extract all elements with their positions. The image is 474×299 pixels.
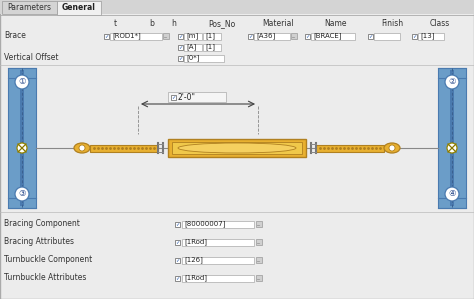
Text: ②: ② <box>448 77 456 86</box>
Text: [1]: [1] <box>205 33 215 39</box>
FancyBboxPatch shape <box>175 257 180 263</box>
FancyBboxPatch shape <box>256 221 262 227</box>
Text: [80000007]: [80000007] <box>184 221 226 227</box>
FancyBboxPatch shape <box>178 56 183 60</box>
Text: Vertical Offset: Vertical Offset <box>4 54 58 62</box>
Ellipse shape <box>384 143 400 153</box>
FancyBboxPatch shape <box>256 275 262 281</box>
Text: [13]: [13] <box>420 33 435 39</box>
FancyBboxPatch shape <box>178 33 183 39</box>
Text: ...: ... <box>257 257 261 263</box>
Text: Finish: Finish <box>381 19 403 28</box>
Text: Parameters: Parameters <box>7 4 51 13</box>
Text: [1Rod]: [1Rod] <box>184 239 207 245</box>
FancyBboxPatch shape <box>2 1 57 14</box>
FancyBboxPatch shape <box>110 33 162 39</box>
Text: t: t <box>113 19 117 28</box>
Text: h: h <box>172 19 176 28</box>
FancyBboxPatch shape <box>8 68 36 208</box>
FancyBboxPatch shape <box>256 239 262 245</box>
FancyBboxPatch shape <box>182 274 254 281</box>
Text: ✓: ✓ <box>178 56 182 60</box>
FancyBboxPatch shape <box>368 33 373 39</box>
FancyBboxPatch shape <box>20 70 24 206</box>
Text: ✓: ✓ <box>175 222 180 227</box>
FancyBboxPatch shape <box>203 33 221 39</box>
FancyBboxPatch shape <box>248 33 253 39</box>
Circle shape <box>17 143 27 153</box>
FancyBboxPatch shape <box>168 139 306 157</box>
Text: ...: ... <box>292 33 296 39</box>
Text: [ROD1*]: [ROD1*] <box>112 33 141 39</box>
Text: ✓: ✓ <box>175 275 180 280</box>
Text: [0*]: [0*] <box>186 55 200 61</box>
Text: [126]: [126] <box>184 257 203 263</box>
FancyBboxPatch shape <box>171 94 176 100</box>
FancyBboxPatch shape <box>178 45 183 50</box>
Text: [1Rod]: [1Rod] <box>184 274 207 281</box>
FancyBboxPatch shape <box>184 33 202 39</box>
FancyBboxPatch shape <box>57 1 101 15</box>
FancyBboxPatch shape <box>184 54 224 62</box>
Text: ✓: ✓ <box>248 33 253 39</box>
FancyBboxPatch shape <box>184 43 202 51</box>
FancyBboxPatch shape <box>316 144 384 152</box>
Text: [BRACE]: [BRACE] <box>313 33 341 39</box>
Circle shape <box>15 75 29 89</box>
FancyBboxPatch shape <box>418 33 444 39</box>
Circle shape <box>447 143 457 153</box>
FancyBboxPatch shape <box>175 275 180 280</box>
Text: ✓: ✓ <box>171 94 176 100</box>
Text: ✓: ✓ <box>305 33 310 39</box>
FancyBboxPatch shape <box>182 239 254 245</box>
FancyBboxPatch shape <box>311 33 355 39</box>
FancyBboxPatch shape <box>254 33 290 39</box>
Text: [A36]: [A36] <box>256 33 275 39</box>
Text: Bracing Component: Bracing Component <box>4 219 80 228</box>
FancyBboxPatch shape <box>175 239 180 245</box>
Text: Class: Class <box>430 19 450 28</box>
FancyBboxPatch shape <box>104 33 109 39</box>
FancyBboxPatch shape <box>412 33 417 39</box>
Circle shape <box>15 187 29 201</box>
Circle shape <box>389 145 395 151</box>
Text: Turnbuckle Component: Turnbuckle Component <box>4 256 92 265</box>
Circle shape <box>79 145 85 151</box>
Text: ✓: ✓ <box>368 33 373 39</box>
FancyBboxPatch shape <box>291 33 297 39</box>
FancyBboxPatch shape <box>450 70 454 206</box>
Text: ✓: ✓ <box>175 257 180 263</box>
Text: Turnbuckle Attributes: Turnbuckle Attributes <box>4 274 86 283</box>
Text: ...: ... <box>257 239 261 245</box>
Ellipse shape <box>178 143 296 153</box>
Text: ④: ④ <box>448 190 456 199</box>
FancyBboxPatch shape <box>305 33 310 39</box>
Text: ✓: ✓ <box>104 33 109 39</box>
Text: b: b <box>150 19 155 28</box>
Text: Material: Material <box>262 19 294 28</box>
FancyBboxPatch shape <box>90 144 158 152</box>
Text: [1]: [1] <box>205 44 215 50</box>
Text: ✓: ✓ <box>178 33 182 39</box>
Text: ...: ... <box>257 275 261 280</box>
FancyBboxPatch shape <box>0 0 474 14</box>
FancyBboxPatch shape <box>175 222 180 227</box>
FancyBboxPatch shape <box>203 43 221 51</box>
Text: [m]: [m] <box>186 33 198 39</box>
Text: ✓: ✓ <box>412 33 417 39</box>
FancyBboxPatch shape <box>163 33 169 39</box>
Text: ✓: ✓ <box>178 45 182 50</box>
Text: 2'-0": 2'-0" <box>178 92 196 101</box>
FancyBboxPatch shape <box>182 257 254 263</box>
Text: ...: ... <box>257 222 261 227</box>
Text: General: General <box>62 4 96 13</box>
Ellipse shape <box>74 143 90 153</box>
FancyBboxPatch shape <box>256 257 262 263</box>
FancyBboxPatch shape <box>374 33 400 39</box>
Text: Name: Name <box>325 19 347 28</box>
Text: Brace: Brace <box>4 31 26 40</box>
Text: ✓: ✓ <box>175 239 180 245</box>
Text: ③: ③ <box>18 190 26 199</box>
Text: ...: ... <box>164 33 168 39</box>
